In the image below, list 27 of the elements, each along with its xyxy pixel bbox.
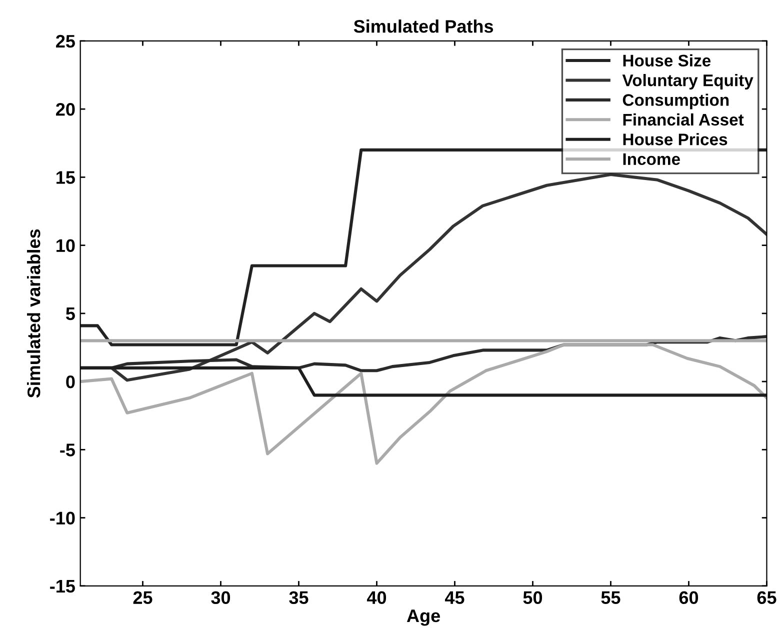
x-tick-label: 30 bbox=[211, 591, 230, 604]
legend-label: Financial Asset bbox=[623, 113, 744, 126]
x-tick-label: 65 bbox=[757, 591, 776, 604]
y-axis-title: Simulated variables bbox=[27, 229, 40, 398]
legend-label: Consumption bbox=[622, 94, 729, 110]
y-tick-label: 10 bbox=[56, 239, 75, 252]
x-tick-label: 50 bbox=[523, 591, 542, 604]
legend-label: House Prices bbox=[623, 133, 728, 146]
legend-label: House Size bbox=[623, 54, 711, 67]
y-tick-label: 20 bbox=[56, 103, 75, 116]
x-tick-label: 35 bbox=[289, 591, 308, 604]
legend-label: Income bbox=[623, 153, 680, 166]
legend-label: Voluntary Equity bbox=[622, 74, 754, 90]
x-tick-label: 45 bbox=[444, 591, 464, 604]
x-tick-label: 55 bbox=[601, 591, 620, 604]
y-tick-label: 15 bbox=[56, 171, 75, 184]
x-tick-label: 25 bbox=[133, 591, 152, 604]
y-tick-label: 5 bbox=[66, 308, 75, 320]
x-tick-label: 60 bbox=[679, 591, 698, 604]
y-tick-label: -15 bbox=[50, 580, 75, 593]
y-tick-label: -10 bbox=[50, 512, 75, 524]
chart-title: Simulated Paths bbox=[354, 20, 494, 33]
x-axis-title: Age bbox=[406, 610, 440, 626]
y-tick-label: -5 bbox=[60, 444, 75, 456]
y-tick-label: 0 bbox=[66, 375, 75, 388]
x-tick-label: 40 bbox=[366, 591, 386, 604]
y-tick-label: 25 bbox=[56, 34, 75, 48]
